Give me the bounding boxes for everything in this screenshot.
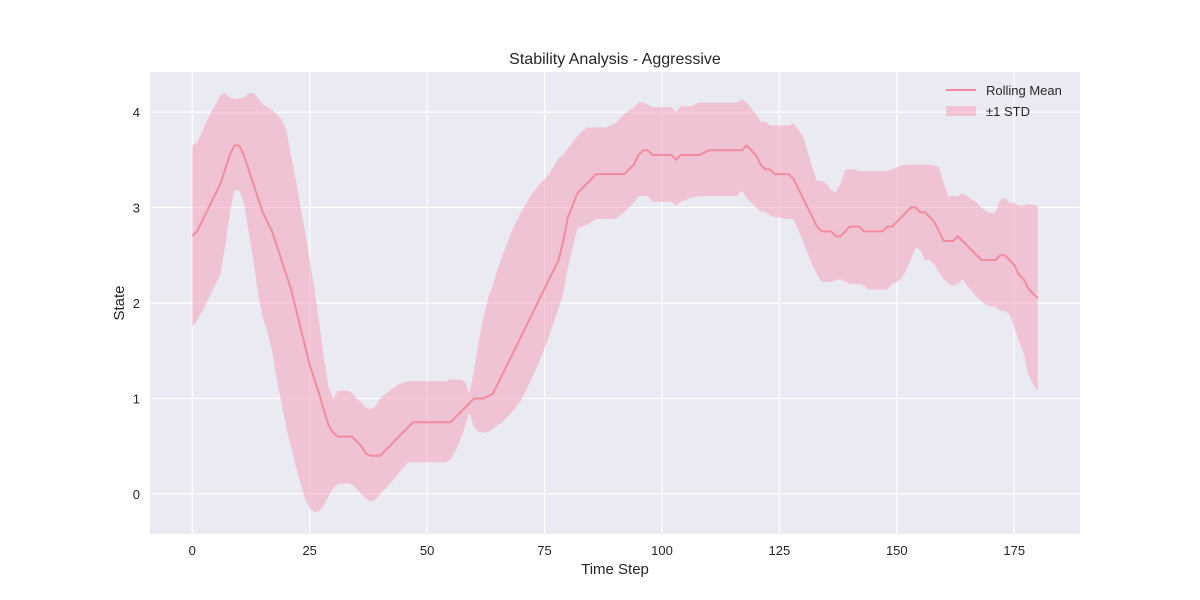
rolling-mean-line xyxy=(191,144,1039,457)
x-tick-label: 25 xyxy=(302,543,316,558)
y-tick-label: 0 xyxy=(133,487,140,502)
x-tick-label: 175 xyxy=(1003,543,1025,558)
x-tick-label: 50 xyxy=(420,543,434,558)
legend-label-std-band: ±1 STD xyxy=(986,104,1030,119)
legend-label-rolling-mean: Rolling Mean xyxy=(986,83,1062,98)
x-axis-label: Time Step xyxy=(581,561,649,578)
y-tick-label: 1 xyxy=(133,391,140,406)
x-tick-label: 125 xyxy=(769,543,791,558)
y-tick-label: 3 xyxy=(133,201,140,216)
legend-swatch-std-band xyxy=(946,106,976,116)
legend: Rolling Mean ±1 STD xyxy=(946,83,1062,119)
y-tick-label: 4 xyxy=(133,105,140,120)
tick-labels: 0 25 50 75 100 125 150 175 0 1 2 3 4 xyxy=(133,105,1025,558)
x-tick-label: 0 xyxy=(189,543,196,558)
chart-title: Stability Analysis - Aggressive xyxy=(509,51,721,68)
data-layer xyxy=(191,93,1039,512)
x-tick-label: 75 xyxy=(537,543,551,558)
y-axis-label: State xyxy=(111,285,128,320)
y-tick-label: 2 xyxy=(133,296,140,311)
x-tick-label: 100 xyxy=(651,543,673,558)
x-tick-label: 150 xyxy=(886,543,908,558)
std-band xyxy=(192,93,1038,512)
